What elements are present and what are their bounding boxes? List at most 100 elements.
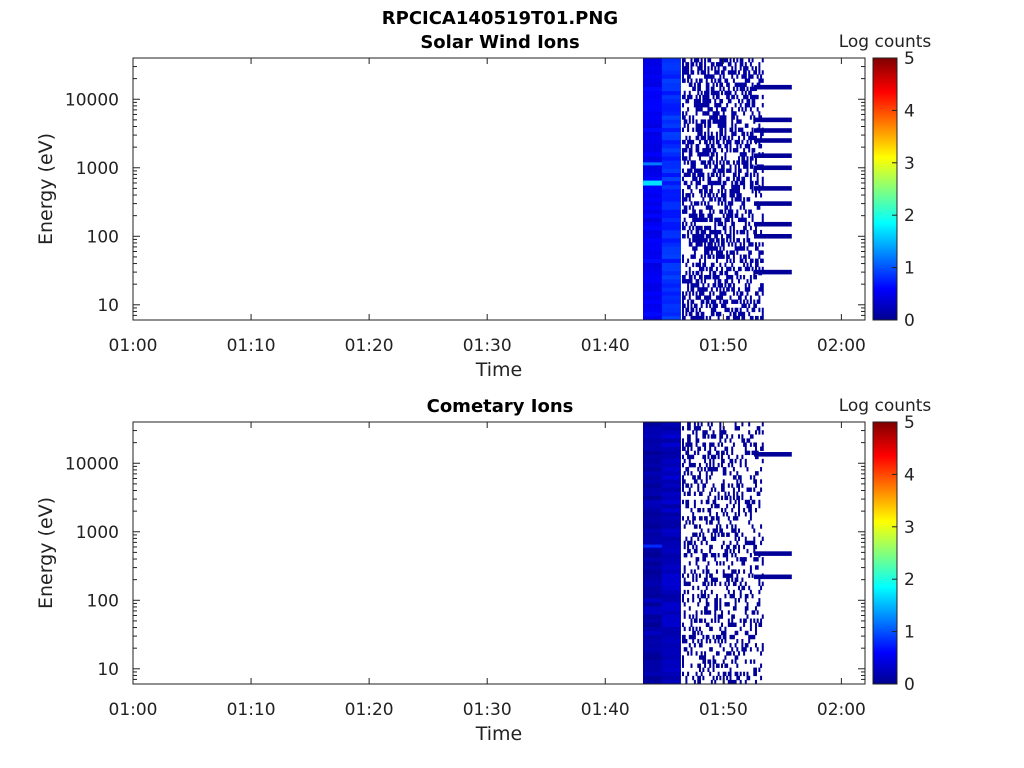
heatmap-cell (704, 66, 707, 71)
heatmap-cell (709, 58, 712, 63)
y-tick-label: 10000 (65, 454, 119, 474)
heatmap-cell (695, 626, 698, 632)
heatmap-cell (717, 442, 720, 447)
heatmap-cell (704, 98, 707, 104)
heatmap-cell (707, 127, 710, 132)
heatmap-cell (749, 90, 752, 96)
heatmap-cell (695, 107, 698, 112)
heatmap-cell (744, 266, 747, 272)
heatmap-cell (741, 127, 744, 132)
heatmap-cell (751, 217, 754, 223)
heatmap-cell (688, 135, 691, 141)
heatmap-cell (682, 446, 684, 451)
heatmap-cell (710, 205, 713, 210)
heatmap-cell (754, 626, 757, 632)
heatmap-cell (717, 283, 720, 288)
heatmap-cell (690, 164, 693, 169)
heatmap-cell (721, 242, 724, 247)
heatmap-cell (710, 238, 713, 243)
heatmap-cell (714, 164, 717, 169)
heatmap-cell (661, 315, 681, 321)
heatmap-cell (692, 462, 695, 468)
heatmap-cell (748, 213, 751, 218)
heatmap-cell (724, 307, 727, 313)
heatmap-cell (729, 258, 732, 263)
heatmap-cell (714, 606, 717, 611)
heatmap-cell (758, 598, 761, 603)
heatmap-cell (724, 507, 727, 513)
y-tick-label: 100 (87, 591, 119, 611)
heatmap-cell (726, 585, 729, 591)
heatmap-cell (722, 553, 725, 558)
heatmap-cell (704, 238, 707, 243)
heatmap-cell (682, 193, 684, 198)
heatmap-cell (736, 577, 739, 582)
heatmap-cell (749, 507, 752, 513)
heatmap-cell (710, 467, 713, 472)
heatmap-cell (734, 536, 737, 542)
heatmap-cell (702, 430, 705, 435)
heatmap-cell (746, 86, 749, 92)
heatmap-cell (724, 197, 727, 202)
heatmap-cell (727, 315, 730, 321)
heatmap-cell (690, 454, 693, 460)
heatmap-cell (682, 197, 684, 202)
heatmap-cell (712, 299, 715, 304)
heatmap-cell (739, 168, 742, 173)
heatmap-cell (731, 242, 734, 247)
heatmap-cell (726, 143, 729, 149)
heatmap-cell (722, 160, 725, 165)
heatmap-cell (746, 78, 749, 83)
heatmap-cell (722, 479, 725, 484)
heatmap-cell (683, 446, 686, 451)
heatmap-cell (754, 156, 757, 161)
heatmap-cell (712, 274, 715, 280)
heatmap-cell (726, 450, 729, 456)
x-tick-label: 01:50 (699, 700, 748, 720)
heatmap-cell (661, 659, 681, 664)
heatmap-cell (724, 180, 727, 186)
heatmap-cell (715, 598, 718, 603)
heatmap-cell (697, 446, 700, 451)
heatmap-cell (695, 225, 698, 231)
heatmap-cell (722, 213, 725, 218)
heatmap-cell (724, 209, 727, 214)
heatmap-cell (643, 524, 662, 529)
heatmap-cell (661, 442, 681, 447)
heatmap-cell (744, 598, 747, 603)
heatmap-cell (739, 180, 742, 186)
heatmap-cell (685, 499, 688, 505)
heatmap-cell (754, 168, 757, 173)
heatmap-cell (712, 307, 715, 313)
heatmap-cell (760, 585, 763, 591)
heatmap-cell (704, 135, 707, 141)
heatmap-cell (697, 58, 700, 63)
heatmap-cell (683, 479, 686, 484)
heatmap-cell (661, 209, 681, 214)
heatmap-cell (690, 139, 693, 145)
heatmap-cell (709, 139, 712, 145)
heatmap-cell (749, 299, 752, 304)
heatmap-cell (732, 516, 735, 521)
heatmap-cell (717, 94, 720, 100)
heatmap-cell (751, 213, 754, 218)
heatmap-cell (661, 610, 681, 615)
heatmap-cell (727, 483, 730, 488)
heatmap-cell (707, 250, 710, 255)
heatmap-cell (692, 630, 695, 636)
heatmap-cell (751, 189, 754, 194)
heatmap-cell (705, 610, 708, 615)
heatmap-cell (738, 98, 741, 104)
heatmap-cell (712, 62, 715, 67)
heatmap-cell (683, 197, 686, 202)
heatmap-cell (683, 540, 686, 546)
heatmap-cell (707, 299, 710, 304)
heatmap-cell (741, 90, 744, 96)
heatmap-cell (746, 593, 749, 599)
heatmap-cell (724, 217, 727, 223)
heatmap-cell (741, 98, 744, 104)
heatmap-cell (687, 107, 690, 112)
heatmap-cell (731, 634, 734, 640)
heatmap-cell (692, 626, 695, 632)
heatmap-cell (743, 544, 746, 550)
